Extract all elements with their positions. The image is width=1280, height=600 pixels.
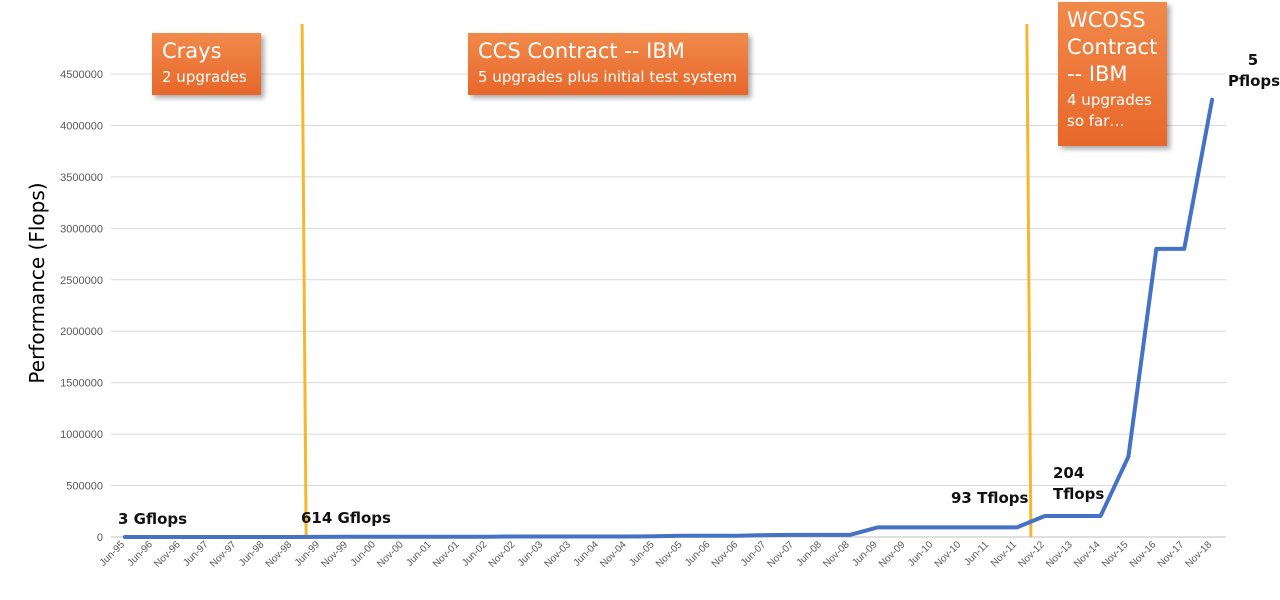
x-axis-tick-labels: Jun-95Jun-96Nov-96Jun-97Nov-97Jun-98Nov-… (98, 539, 1215, 570)
x-tick-label: Jun-02 (460, 539, 490, 569)
x-tick-label: Nov-09 (877, 539, 908, 570)
x-tick-label: Nov-97 (208, 539, 239, 570)
series-lines (122, 97, 1215, 539)
gridlines (111, 73, 1226, 538)
y-tick-label: 2000000 (60, 326, 103, 338)
x-tick-label: Nov-99 (319, 539, 350, 570)
vertical-marker-line (1025, 23, 1033, 538)
x-tick-label: Jun-01 (404, 539, 434, 569)
x-tick-label: Jun-97 (181, 539, 211, 569)
series-line (122, 97, 1215, 539)
x-tick-label: Jun-96 (126, 539, 156, 569)
annotation-204-tflops: 204 Tflops (1053, 464, 1105, 503)
x-tick-label: Nov-04 (598, 539, 629, 570)
y-axis-label: Performance (Flops) (25, 182, 49, 383)
callout-ccs-subtitle: 5 upgrades plus initial test system (478, 68, 738, 86)
x-tick-label: Nov-07 (765, 539, 796, 570)
contract-markers (300, 23, 1033, 538)
annotation-93-tflops: 93 Tflops (951, 489, 1029, 507)
vertical-marker-line (300, 23, 308, 538)
x-tick-label: Nov-13 (1044, 539, 1075, 570)
y-tick-label: 4500000 (60, 69, 103, 81)
y-tick-label: 1000000 (60, 429, 103, 441)
x-tick-label: Jun-08 (795, 539, 825, 569)
annotation-5-pflops: 5 Pflops (1228, 51, 1280, 90)
callout-wcoss-title: WCOSS Contract -- IBM (1067, 8, 1158, 86)
x-tick-label: Jun-03 (516, 539, 546, 569)
y-tick-label: 4000000 (60, 120, 103, 132)
x-tick-label: Nov-00 (375, 539, 406, 570)
x-tick-label: Nov-18 (1184, 539, 1215, 570)
x-tick-label: Jun-98 (237, 539, 267, 569)
x-tick-label: Nov-06 (710, 539, 741, 570)
x-tick-label: Nov-08 (821, 539, 852, 570)
x-tick-label: Jun-11 (962, 539, 991, 568)
x-tick-label: Nov-05 (654, 539, 685, 570)
callout-crays-title: Crays (162, 39, 222, 63)
x-tick-label: Jun-09 (850, 539, 880, 569)
x-tick-label: Nov-96 (152, 539, 183, 570)
callout-wcoss-subtitle: 4 upgrades so far… (1067, 91, 1152, 130)
callout-crays: Crays 2 upgrades (152, 33, 261, 95)
x-tick-label: Nov-03 (542, 539, 573, 570)
x-tick-label: Jun-04 (572, 539, 602, 569)
y-tick-label: 0 (97, 532, 103, 544)
annotation-3-gflops: 3 Gflops (118, 510, 188, 528)
y-tick-label: 3500000 (60, 172, 103, 184)
x-tick-label: Nov-12 (1016, 539, 1047, 570)
y-tick-label: 2500000 (60, 275, 103, 287)
x-tick-label: Nov-98 (264, 539, 295, 570)
x-tick-label: Nov-17 (1156, 539, 1187, 570)
callout-crays-subtitle: 2 upgrades (162, 68, 247, 86)
x-tick-label: Nov-16 (1128, 539, 1159, 570)
x-tick-label: Jun-00 (349, 539, 379, 569)
x-tick-label: Jun-05 (627, 539, 657, 569)
y-axis-tick-labels: 0 500000 1000000 1500000 2000000 2500000 30000… (60, 69, 103, 544)
y-tick-label: 500000 (66, 481, 103, 493)
x-tick-label: Nov-11 (989, 539, 1019, 569)
x-tick-label: Nov-01 (431, 539, 462, 570)
annotation-614-gflops: 614 Gflops (301, 509, 391, 527)
x-tick-label: Nov-02 (487, 539, 518, 570)
y-tick-label: 1500000 (60, 378, 103, 390)
x-tick-label: Nov-10 (933, 539, 964, 570)
callout-ccs-contract: CCS Contract -- IBM 5 upgrades plus init… (468, 33, 748, 95)
callout-ccs-title: CCS Contract -- IBM (478, 39, 685, 63)
x-tick-label: Nov-15 (1100, 539, 1131, 570)
y-tick-label: 3000000 (60, 223, 103, 235)
callout-wcoss-contract: WCOSS Contract -- IBM 4 upgrades so far… (1058, 2, 1167, 146)
x-tick-label: Jun-07 (739, 539, 769, 569)
x-tick-label: Jun-10 (906, 539, 936, 569)
x-tick-label: Nov-14 (1072, 539, 1103, 570)
x-tick-label: Jun-06 (683, 539, 713, 569)
x-tick-label: Jun-99 (293, 539, 323, 569)
